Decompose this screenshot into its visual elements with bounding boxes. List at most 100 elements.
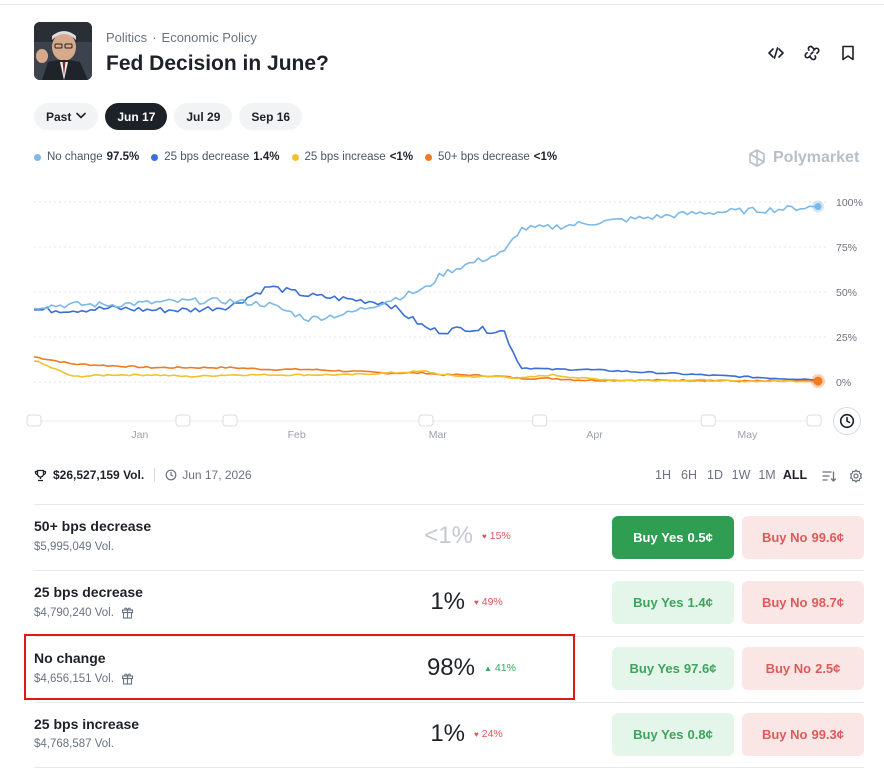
chevron-down-icon <box>76 111 87 122</box>
gear-icon <box>850 469 862 483</box>
sort-button[interactable] <box>821 468 837 484</box>
date-pills: Past Jun 17 Jul 29 Sep 16 <box>34 103 303 130</box>
x-tick-label: May <box>738 429 759 441</box>
total-volume: $26,527,159 Vol. <box>53 468 145 482</box>
x-tick-label: Jan <box>131 429 148 441</box>
copy-link-button[interactable] <box>801 42 823 64</box>
outcome-volume: $4,790,240 Vol. <box>34 606 134 619</box>
timeline-marker <box>418 414 434 427</box>
buy-no-button[interactable]: Buy No 99.3¢ <box>742 713 864 756</box>
buy-yes-button[interactable]: Buy Yes 97.6¢ <box>612 647 734 690</box>
outcome-change: ♥ 24% <box>474 728 503 740</box>
row-divider <box>34 767 864 768</box>
buy-yes-button[interactable]: Buy Yes 0.5¢ <box>612 516 734 559</box>
heart-down-icon: ♥ <box>482 531 487 541</box>
x-tick-label: Feb <box>288 429 306 441</box>
range-1d[interactable]: 1D <box>707 468 723 482</box>
sort-icon <box>822 471 836 482</box>
heart-down-icon: ♥ <box>474 597 479 607</box>
outcome-change: ♥ 49% <box>474 596 503 608</box>
series-end-point <box>814 203 822 210</box>
row-divider <box>34 636 864 637</box>
end-date: Jun 17, 2026 <box>165 468 252 482</box>
timeline-marker <box>175 414 191 427</box>
outcome-name: 50+ bps decrease <box>34 518 152 534</box>
bookmark-button[interactable] <box>837 42 859 64</box>
buy-no-button[interactable]: Buy No 98.7¢ <box>742 581 864 624</box>
heart-down-icon: ♥ <box>474 729 479 739</box>
outcome-volume: $4,768,587 Vol. <box>34 738 114 750</box>
outcome-name: 25 bps increase <box>34 716 140 732</box>
outcome-name: 25 bps decrease <box>34 584 143 600</box>
breadcrumb-category[interactable]: Politics <box>106 30 148 45</box>
series-line <box>33 356 819 383</box>
series-line <box>33 285 819 381</box>
timeline-marker <box>26 414 42 427</box>
gift-icon <box>121 672 134 685</box>
y-tick-label: 25% <box>836 332 857 344</box>
range-1w[interactable]: 1W <box>731 468 751 482</box>
outcome-change: ♥ 15% <box>482 530 511 542</box>
clock-icon <box>165 469 177 481</box>
selection-highlight <box>24 634 575 700</box>
timeline-marker <box>532 414 548 427</box>
legend-no-change: No change 97.5% <box>34 151 139 163</box>
chart-legend: No change 97.5% 25 bps decrease 1.4% 25 bp… <box>34 151 557 163</box>
stats-divider <box>154 468 156 482</box>
timeline-marker <box>806 414 822 427</box>
buy-no-button[interactable]: Buy No 2.5¢ <box>742 647 864 690</box>
breadcrumb-subcategory[interactable]: Economic Policy <box>161 30 257 45</box>
x-tick-label: Apr <box>586 429 603 441</box>
pill-sep-16[interactable]: Sep 16 <box>239 103 303 130</box>
polymarket-logo: Polymarket <box>747 148 859 168</box>
pill-jul-29[interactable]: Jul 29 <box>174 103 233 130</box>
buy-yes-button[interactable]: Buy Yes 0.8¢ <box>612 713 734 756</box>
polymarket-icon <box>749 149 765 167</box>
pill-jun-17[interactable]: Jun 17 <box>105 103 168 130</box>
outcome-probability: 1% <box>430 588 465 615</box>
market-stats: $26,527,159 Vol. Jun 17, 2026 <box>34 468 252 482</box>
y-tick-label: 100% <box>836 197 863 209</box>
range-6h[interactable]: 6H <box>681 468 697 482</box>
range-1m[interactable]: 1M <box>758 468 776 482</box>
series-line <box>33 360 819 383</box>
outcome-probability: 1% <box>430 720 465 747</box>
page-title: Fed Decision in June? <box>106 52 329 75</box>
series-line <box>33 205 818 323</box>
outcome-name: No change <box>34 650 106 666</box>
outcome-volume: $4,656,151 Vol. <box>34 672 134 685</box>
legend-25-decrease: 25 bps decrease 1.4% <box>151 151 280 163</box>
series-end-point <box>813 376 823 386</box>
legend-50-decrease: 50+ bps decrease <1% <box>425 151 557 163</box>
timeline-marker <box>222 414 238 427</box>
outcome-probability: 98% <box>426 654 475 681</box>
range-1h[interactable]: 1H <box>655 468 671 482</box>
breadcrumb: Politics · Economic Policy <box>106 30 257 45</box>
clock-icon <box>839 413 855 429</box>
top-divider <box>0 4 884 5</box>
buy-no-button[interactable]: Buy No 99.6¢ <box>742 516 864 559</box>
market-image <box>34 22 92 80</box>
y-tick-label: 0% <box>836 377 851 389</box>
time-range-selector: 1H 6H 1D 1W 1M ALL <box>650 468 810 482</box>
timeline-marker <box>700 414 716 427</box>
range-all[interactable]: ALL <box>782 468 808 482</box>
embed-button[interactable] <box>765 42 787 64</box>
buy-yes-button[interactable]: Buy Yes 1.4¢ <box>612 581 734 624</box>
y-tick-label: 50% <box>836 287 857 299</box>
outcome-probability: <1% <box>424 522 473 549</box>
outcome-change: ▲ 41% <box>484 662 516 674</box>
row-divider <box>34 504 864 505</box>
bookmark-icon <box>842 45 854 61</box>
trophy-icon <box>34 469 47 482</box>
row-divider <box>34 570 864 571</box>
price-chart[interactable]: 100% 75% 50% 25% 0% Jan Feb Mar Apr May <box>0 190 884 445</box>
outcome-volume: $5,995,049 Vol. <box>34 541 114 553</box>
chart-time-button[interactable] <box>833 407 861 435</box>
y-tick-label: 75% <box>836 242 857 254</box>
pill-past[interactable]: Past <box>34 103 99 130</box>
triangle-up-icon: ▲ <box>484 663 492 673</box>
gift-icon <box>121 606 134 619</box>
settings-button[interactable] <box>848 468 864 484</box>
link-icon <box>804 45 820 61</box>
